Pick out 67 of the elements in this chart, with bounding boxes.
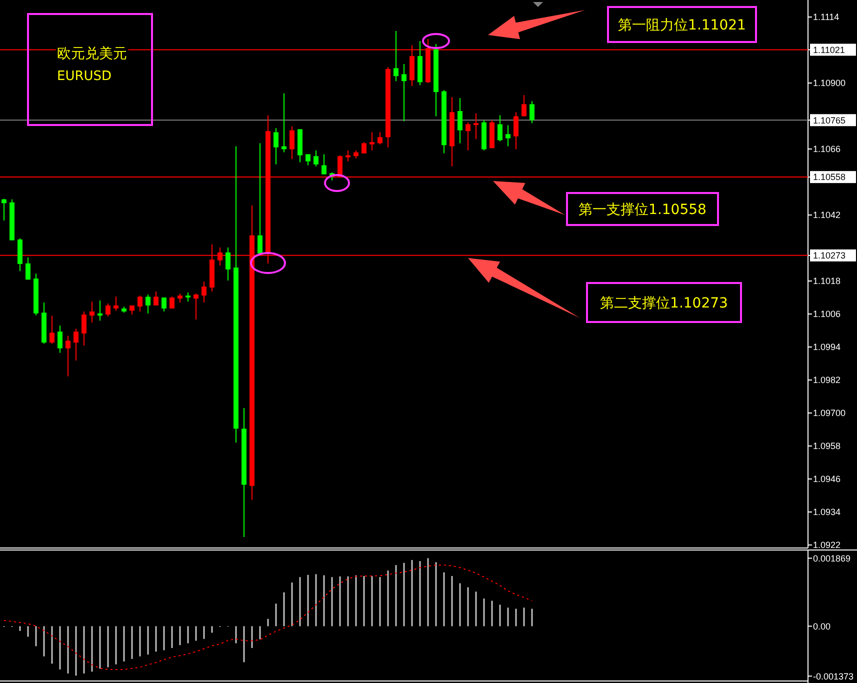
candlestick <box>282 92 286 153</box>
y-tick-label: 1.10558 <box>813 172 846 182</box>
y-tick-label: 1.1018 <box>813 276 841 286</box>
candlestick <box>98 300 102 322</box>
candlestick <box>50 315 54 344</box>
candlestick <box>170 296 174 309</box>
y-tick-label: 1.1006 <box>813 309 841 320</box>
ref-line-label: 第二支撑位1.10273 <box>600 295 728 312</box>
candlestick <box>2 198 6 222</box>
candlestick <box>194 293 198 320</box>
candlestick <box>378 132 382 145</box>
ref-line-label: 第一阻力位1.11021 <box>618 17 746 34</box>
y-tick-label: 1.1114 <box>813 12 840 22</box>
candlestick <box>106 303 110 317</box>
candlestick <box>66 335 70 377</box>
candlestick <box>306 154 310 166</box>
ref-line-label: 第一支撑位1.10558 <box>578 202 706 218</box>
text: EURUSD <box>57 69 112 84</box>
candlestick <box>290 126 294 160</box>
candlestick <box>226 246 230 281</box>
y-tick-label: 0.001869 <box>813 553 851 564</box>
candlestick <box>322 154 326 175</box>
candlestick <box>394 30 398 82</box>
text: 欧元兑美元 <box>57 46 127 62</box>
candlestick <box>154 290 158 306</box>
candlestick <box>274 128 278 165</box>
candlestick <box>202 281 206 303</box>
candlestick <box>458 98 462 144</box>
candlestick <box>362 142 366 154</box>
y-tick-label: 1.10765 <box>813 115 846 126</box>
candlestick <box>74 328 78 361</box>
candlestick <box>402 64 406 122</box>
candlestick <box>162 297 166 312</box>
y-tick-label: 1.11021 <box>813 44 845 55</box>
candlestick <box>258 142 262 254</box>
y-tick-label: 1.0982 <box>813 375 841 386</box>
y-tick-label: 1.1042 <box>813 210 841 220</box>
candlestick <box>58 325 62 354</box>
y-tick-label: 1.0934 <box>813 507 841 518</box>
candlestick <box>466 122 470 151</box>
y-tick-label: 1.0958 <box>813 441 841 452</box>
candlestick <box>530 100 534 124</box>
y-tick-label: 1.10273 <box>813 250 846 261</box>
y-tick-label: 1.0922 <box>813 540 841 550</box>
candlestick <box>146 294 150 314</box>
candlestick <box>26 256 30 280</box>
line-series <box>4 564 532 670</box>
y-tick-label: -0.001373 <box>813 671 854 682</box>
candlestick <box>498 114 502 142</box>
candlestick <box>114 296 118 312</box>
candlestick <box>186 292 190 302</box>
candlestick <box>346 150 350 162</box>
y-tick-label: 1.10900 <box>813 78 846 88</box>
candlestick <box>514 112 518 150</box>
candlestick <box>314 150 318 167</box>
y-tick-label: 0.00 <box>813 621 831 632</box>
y-tick-label: 1.1066 <box>813 144 841 154</box>
candlestick <box>90 301 94 324</box>
candlestick <box>474 112 478 140</box>
y-tick-label: 1.0946 <box>813 474 841 484</box>
candlestick <box>138 295 142 312</box>
candlestick <box>506 124 510 147</box>
candlestick <box>370 132 374 151</box>
candlestick <box>82 311 86 346</box>
y-tick-label: 1.0994 <box>813 342 841 352</box>
y-tick-label: 1.09700 <box>813 408 846 418</box>
candlestick <box>522 94 526 117</box>
